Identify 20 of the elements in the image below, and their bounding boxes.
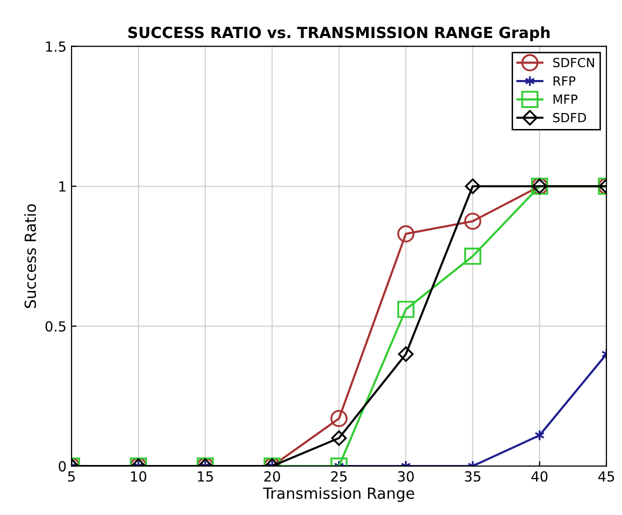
x-tick-label: 45 [598,471,614,482]
y-tick-label: 0 [58,461,66,472]
x-tick-label: 30 [398,471,414,482]
x-axis-title: Transmission Range [262,487,414,502]
legend-label: RFP [554,76,576,86]
x-tick-label: 10 [131,471,146,482]
legend-label: MFP [554,94,578,104]
x-tick-label: 5 [68,471,75,482]
x-tick-label: 40 [531,471,548,482]
legend-label: SDFCN [553,58,594,68]
x-tick-label: 15 [198,471,213,482]
y-tick-label: 0.5 [45,321,66,332]
legend-label: SDFD [553,112,586,122]
x-tick-label: 25 [331,471,347,482]
chart-title: SUCCESS RATIO vs. TRANSMISSION RANGE Graph [128,26,550,42]
x-tick-label: 35 [464,471,480,482]
x-tick-label: 20 [264,471,280,482]
y-axis-title: Success Ratio [24,204,36,308]
y-tick-label: 1 [59,181,66,192]
y-tick-label: 1.5 [46,42,66,52]
